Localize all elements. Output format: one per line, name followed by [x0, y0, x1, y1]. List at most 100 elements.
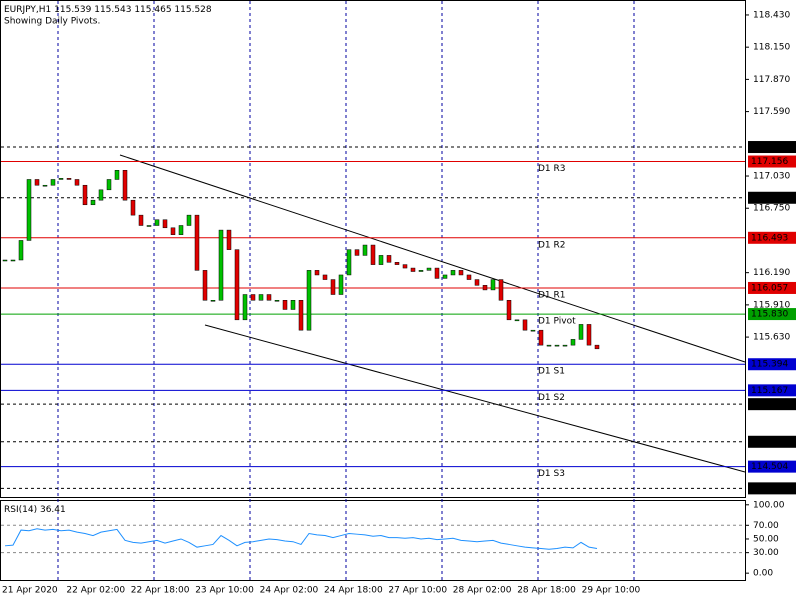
- candle: [298, 300, 304, 331]
- y-tick-label: 117.870: [753, 75, 790, 85]
- y-tick-label: 117.030: [753, 172, 790, 182]
- candle: [258, 294, 264, 301]
- candle: [114, 170, 120, 180]
- level-box: [748, 398, 796, 411]
- level-name: D1 R3: [538, 164, 566, 174]
- candle: [554, 344, 560, 347]
- x-tick-label: 27 Apr 10:00: [388, 586, 447, 596]
- rsi-tick-label: 0.00: [753, 569, 773, 579]
- candle: [362, 244, 368, 256]
- candle: [322, 274, 328, 280]
- y-tick-label: 118.150: [753, 43, 790, 53]
- y-tick-label: 115.910: [753, 300, 790, 310]
- channel-lower: [204, 324, 746, 473]
- y-tick-label: 115.630: [753, 333, 790, 343]
- candle: [434, 267, 440, 279]
- rsi-line: [4, 528, 598, 550]
- candle: [394, 262, 400, 265]
- candle: [498, 279, 504, 301]
- candle: [314, 270, 320, 276]
- level-price: 115.167: [751, 386, 788, 396]
- rsi-tick-label: 70.00: [753, 521, 779, 531]
- ohlc-close: 115.528: [174, 5, 211, 15]
- level-name: D1 S1: [538, 367, 565, 377]
- candle: [450, 270, 456, 276]
- candle: [346, 249, 352, 276]
- candle: [370, 244, 376, 265]
- candle: [146, 225, 152, 227]
- level-price: 114.315: [751, 484, 788, 494]
- candle: [138, 214, 144, 226]
- level-price: 117.156: [751, 157, 788, 167]
- candle: [386, 255, 392, 263]
- candle: [2, 259, 8, 262]
- candle: [242, 294, 248, 321]
- vertical-grid: [57, 1, 635, 580]
- candle: [402, 264, 408, 269]
- level-price: 116.493: [751, 233, 788, 243]
- candle: [210, 300, 216, 302]
- candle: [218, 229, 224, 301]
- rsi-current: 36.41: [40, 505, 66, 515]
- level-price: 115.047: [751, 400, 788, 410]
- candle: [586, 324, 592, 346]
- level-box: [748, 358, 796, 371]
- candle: [42, 184, 48, 187]
- candle: [522, 319, 528, 331]
- level-price: 115.830: [751, 310, 788, 320]
- candle: [378, 255, 384, 265]
- rsi-name: RSI(14): [4, 505, 37, 515]
- candle: [482, 285, 488, 291]
- candle: [154, 219, 160, 226]
- candle: [250, 294, 256, 301]
- candle: [66, 178, 72, 180]
- candle: [178, 225, 184, 235]
- candle: [266, 294, 272, 301]
- candle: [50, 179, 56, 186]
- candle: [282, 300, 288, 310]
- y-tick-label: 116.750: [753, 204, 790, 214]
- level-name: D1 R1: [538, 290, 566, 300]
- x-tick-label: 28 Apr 02:00: [453, 586, 512, 596]
- candle: [514, 319, 520, 322]
- level-box: [748, 384, 796, 397]
- level-box: [748, 231, 796, 244]
- candle: [330, 279, 336, 295]
- level-box: [748, 155, 796, 168]
- y-tick-label: 116.190: [753, 268, 790, 278]
- candle: [530, 329, 536, 332]
- x-tick-label: 22 Apr 18:00: [131, 586, 190, 596]
- channel-upper: [119, 154, 746, 363]
- candle: [490, 279, 496, 291]
- candle: [194, 214, 200, 271]
- candle: [186, 214, 192, 226]
- x-tick-label: 24 Apr 02:00: [260, 586, 319, 596]
- candle: [458, 270, 464, 276]
- candle: [106, 179, 112, 191]
- level-price: 117.282: [751, 143, 788, 153]
- rsi-header: RSI(14) 36.41: [4, 505, 66, 515]
- chart-subtitle: Showing Daily Pivots.: [4, 17, 100, 27]
- level-price: 114.720: [751, 437, 788, 447]
- level-box: [748, 281, 796, 294]
- chart-header: EURJPY,H1 115.539 115.543 115.465 115.52…: [4, 5, 212, 15]
- rsi-tick-label: 100.00: [753, 500, 785, 510]
- candle: [538, 329, 544, 346]
- candle: [18, 240, 24, 261]
- candle: [562, 344, 568, 347]
- level-box: [748, 435, 796, 448]
- candle: [354, 249, 360, 256]
- candle: [98, 189, 104, 201]
- candle: [26, 179, 32, 241]
- candle: [234, 249, 240, 321]
- candle: [410, 267, 416, 272]
- candle: [506, 300, 512, 321]
- candle: [570, 339, 576, 346]
- candle: [82, 184, 88, 206]
- x-tick-label: 29 Apr 10:00: [582, 586, 641, 596]
- candle: [426, 267, 432, 271]
- x-tick-label: 21 Apr 2020: [2, 586, 58, 596]
- candle: [338, 274, 344, 295]
- candle: [466, 274, 472, 280]
